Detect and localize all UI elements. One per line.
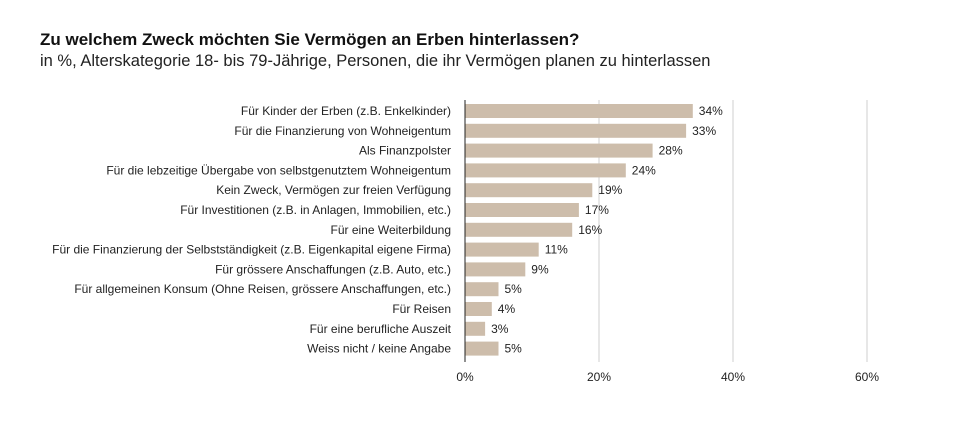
x-tick-label: 60% (855, 370, 879, 384)
value-label: 3% (491, 322, 509, 336)
value-label: 16% (578, 223, 602, 237)
value-label: 4% (498, 302, 516, 316)
bar (465, 302, 492, 316)
category-label: Für grössere Anschaffungen (z.B. Auto, e… (215, 262, 451, 276)
category-label: Für die lebzeitige Übergabe von selbstge… (106, 163, 451, 177)
category-label: Für die Finanzierung der Selbstständigke… (52, 243, 451, 257)
category-label: Für die Finanzierung von Wohneigentum (234, 124, 451, 138)
x-tick-label: 20% (587, 370, 611, 384)
value-label: 19% (598, 183, 622, 197)
bar (465, 321, 486, 336)
bar (465, 242, 539, 257)
bar (465, 163, 626, 178)
x-tick-label: 40% (721, 370, 745, 384)
value-label: 28% (659, 144, 683, 158)
bar (465, 341, 499, 356)
bar (465, 123, 687, 138)
bar (465, 222, 573, 237)
category-label: Als Finanzpolster (359, 144, 451, 158)
category-label: Für Investitionen (z.B. in Anlagen, Immo… (180, 203, 451, 217)
category-label: Für eine berufliche Auszeit (310, 322, 452, 336)
category-label: Für Kinder der Erben (z.B. Enkelkinder) (241, 104, 451, 118)
bar (465, 282, 499, 297)
category-label: Weiss nicht / keine Angabe (307, 342, 451, 356)
chart-subtitle: in %, Alterskategorie 18- bis 79-Jährige… (40, 52, 711, 70)
value-label: 9% (531, 262, 549, 276)
category-label: Für eine Weiterbildung (330, 223, 451, 237)
bar (465, 183, 593, 198)
value-label: 17% (585, 203, 609, 217)
category-label: Für allgemeinen Konsum (Ohne Reisen, grö… (74, 282, 451, 296)
bar (465, 262, 526, 277)
category-label: Für Reisen (392, 302, 451, 316)
bar (465, 203, 579, 217)
value-label: 11% (545, 243, 568, 257)
value-label: 5% (505, 282, 523, 296)
value-label: 5% (505, 342, 523, 356)
category-label: Kein Zweck, Vermögen zur freien Verfügun… (216, 183, 451, 197)
value-label: 33% (692, 124, 716, 138)
x-tick-label: 0% (456, 370, 474, 384)
bar (465, 143, 653, 158)
value-label: 24% (632, 163, 656, 177)
bar (465, 104, 693, 118)
chart-title: Zu welchem Zweck möchten Sie Vermögen an… (40, 30, 580, 49)
value-label: 34% (699, 104, 723, 118)
